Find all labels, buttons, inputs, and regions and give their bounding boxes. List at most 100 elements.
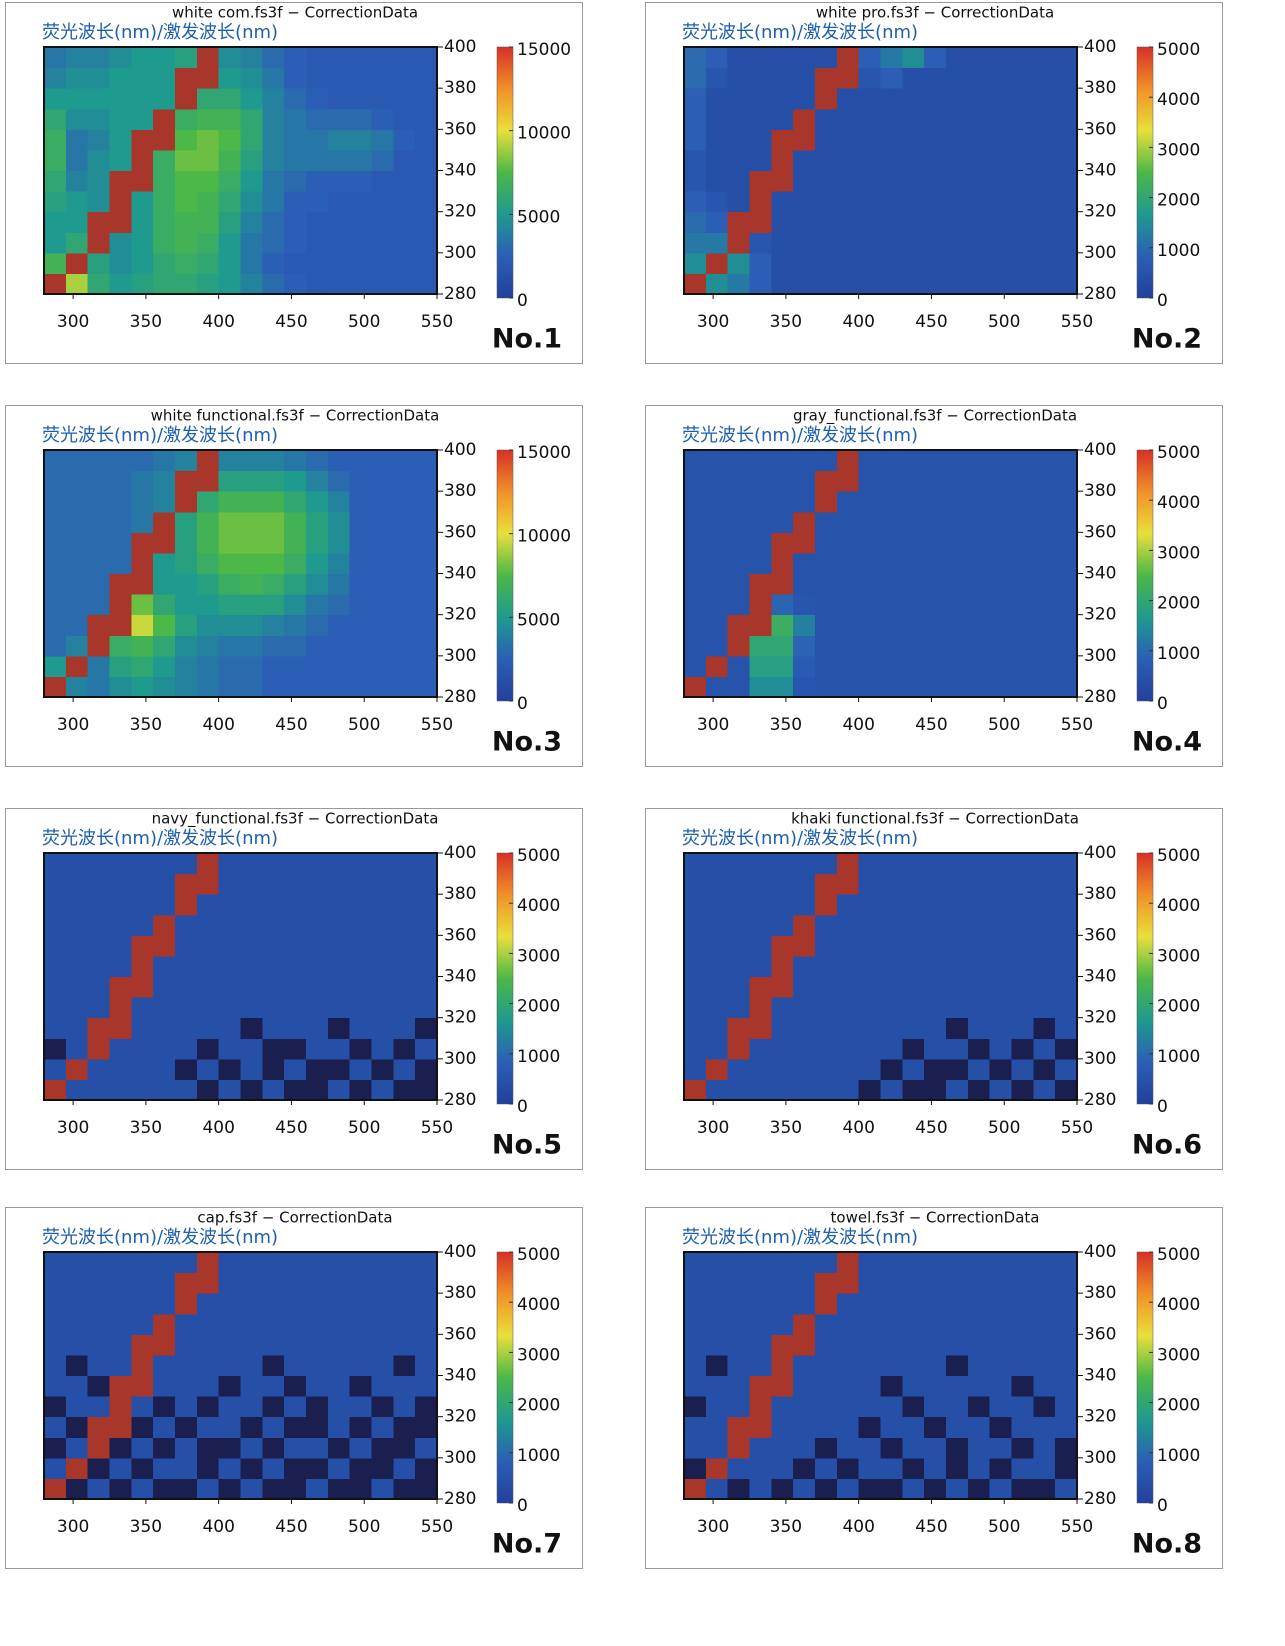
heatmap-cell — [946, 873, 969, 895]
heatmap-cell — [175, 1017, 198, 1039]
heatmap-cell — [371, 614, 394, 636]
heatmap-cell — [727, 170, 750, 192]
heatmap-cell — [858, 450, 881, 472]
heatmap-cell — [989, 273, 1012, 295]
heatmap-cell — [967, 450, 991, 472]
heatmap-cell — [415, 1437, 438, 1459]
heatmap-cell — [218, 1293, 241, 1315]
heatmap-cell — [858, 470, 881, 492]
heatmap-cell — [306, 1313, 329, 1335]
heatmap-cell — [371, 873, 394, 895]
heatmap-cell — [284, 552, 307, 574]
heatmap-cell — [924, 1252, 947, 1274]
heatmap-cell — [1011, 450, 1034, 472]
heatmap-cell — [284, 1038, 307, 1060]
heatmap-cell — [902, 1058, 925, 1080]
heatmap-cell — [1033, 1079, 1056, 1101]
heatmap-cell — [109, 676, 132, 698]
heatmap-cell — [880, 129, 903, 151]
heatmap-cell — [109, 655, 132, 677]
heatmap-cell — [196, 976, 220, 998]
heatmap-cell — [815, 976, 838, 998]
heatmap-cell — [1011, 1017, 1034, 1039]
chart-panel: khaki functional.fs3f − CorrectionData荧光… — [645, 808, 1223, 1170]
heatmap-cell — [924, 1396, 947, 1418]
heatmap-cell — [858, 170, 881, 192]
heatmap-cell — [218, 676, 241, 698]
heatmap-cell — [924, 1079, 947, 1101]
x-tick-label: 400 — [202, 715, 234, 735]
heatmap-cell — [327, 108, 351, 130]
heatmap-cell — [371, 67, 394, 89]
heatmap-cell — [924, 129, 947, 151]
heatmap-cell — [349, 211, 372, 233]
heatmap-cell — [284, 1293, 307, 1315]
heatmap-cell — [727, 511, 750, 533]
heatmap-cell — [415, 232, 438, 254]
heatmap-cell — [836, 1457, 860, 1479]
heatmap-cell — [924, 450, 947, 472]
y-tick-label: 400 — [444, 440, 476, 460]
colorbar-tick-label: 2000 — [1157, 191, 1200, 211]
heatmap-cell — [946, 511, 969, 533]
heatmap-cell — [349, 853, 372, 875]
heatmap-cell — [924, 1457, 947, 1479]
heatmap-cell — [153, 955, 176, 977]
heatmap-cell — [284, 1396, 307, 1418]
heatmap-cell — [153, 914, 176, 936]
heatmap-cell — [793, 955, 816, 977]
heatmap-cell — [684, 635, 707, 657]
heatmap-cell — [306, 450, 329, 472]
heatmap-cell — [858, 573, 881, 595]
heatmap-cell — [793, 894, 816, 916]
heatmap-cell — [44, 935, 67, 957]
colorbar-tick-label: 0 — [517, 694, 528, 714]
x-tick-label: 400 — [842, 1517, 874, 1537]
colorbar-tick-label: 5000 — [517, 610, 560, 630]
heatmap-cell — [196, 1478, 220, 1500]
heatmap-cell — [749, 1272, 772, 1294]
heatmap-cell — [1033, 1272, 1056, 1294]
heatmap-cell — [175, 232, 198, 254]
heatmap-cell — [131, 1437, 154, 1459]
heatmap-cell — [153, 1017, 176, 1039]
heatmap-cell — [684, 914, 707, 936]
heatmap-cell — [1033, 108, 1056, 130]
heatmap-cell — [65, 955, 89, 977]
heatmap-cell — [771, 108, 794, 130]
heatmap-cell — [771, 853, 794, 875]
heatmap-cell — [1011, 1313, 1034, 1335]
heatmap-cell — [858, 511, 881, 533]
panel-label: No.6 — [1132, 1130, 1202, 1161]
heatmap-cell — [306, 1079, 329, 1101]
heatmap-cell — [65, 1416, 89, 1438]
heatmap-cell — [349, 1416, 372, 1438]
heatmap-cell — [749, 573, 772, 595]
heatmap-cell — [153, 894, 176, 916]
heatmap-cell — [793, 47, 816, 69]
heatmap-cell — [393, 1375, 416, 1397]
heatmap-cell — [306, 1478, 329, 1500]
heatmap-cell — [705, 1437, 729, 1459]
axis-label: 荧光波长(nm)/激发波长(nm) — [42, 828, 278, 849]
heatmap-cell — [924, 1437, 947, 1459]
heatmap-cell — [1055, 470, 1078, 492]
heatmap-cell — [967, 532, 991, 554]
heatmap-cell — [1033, 997, 1056, 1019]
y-tick-label: 300 — [444, 243, 476, 263]
heatmap-cell — [858, 191, 881, 213]
heatmap-cell — [684, 88, 707, 110]
heatmap-cell — [371, 149, 394, 171]
heatmap-cell — [880, 1252, 903, 1274]
x-tick-label: 500 — [988, 715, 1020, 735]
heatmap-cell — [153, 853, 176, 875]
heatmap-cell — [393, 1293, 416, 1315]
heatmap-cell — [109, 67, 132, 89]
heatmap-cell — [109, 1396, 132, 1418]
heatmap-cell — [87, 273, 110, 295]
heatmap-cell — [858, 552, 881, 574]
y-tick-label: 380 — [1084, 884, 1116, 904]
heatmap-cell — [858, 532, 881, 554]
heatmap-cell — [44, 67, 67, 89]
y-tick-label: 280 — [1084, 1489, 1116, 1509]
